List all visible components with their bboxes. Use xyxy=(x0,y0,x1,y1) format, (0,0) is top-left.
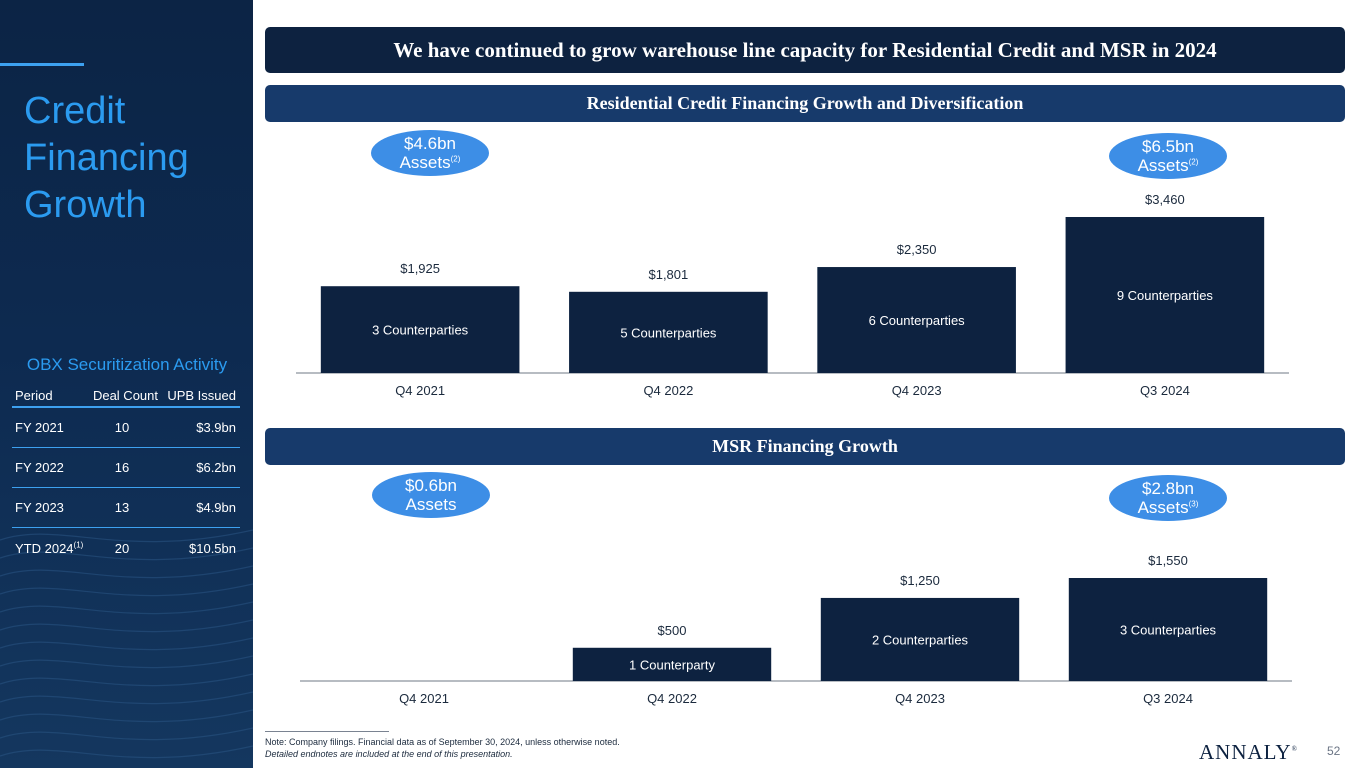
page-number: 52 xyxy=(1327,744,1341,758)
bar xyxy=(1068,578,1268,681)
wave-pattern-decoration xyxy=(0,529,253,759)
msr-start-assets-bubble: $0.6bn Assets xyxy=(372,472,490,518)
x-tick-label: Q3 2024 xyxy=(1140,383,1190,398)
table-row: FY 2021 10 $3.9bn xyxy=(12,408,240,448)
bar-value-label: $1,925 xyxy=(400,261,440,276)
bar-value-label: $2,350 xyxy=(897,242,937,257)
bar xyxy=(820,597,1020,681)
bubble-amount: $2.8bn xyxy=(1142,479,1194,498)
header-upb-issued: UPB Issued xyxy=(167,387,236,403)
x-tick-label: Q4 2023 xyxy=(895,691,945,706)
cell-upb: $4.9bn xyxy=(196,500,236,515)
bar-counterparty-label: 5 Counterparties xyxy=(620,325,717,340)
bar-value-label: $3,460 xyxy=(1145,192,1185,207)
bar xyxy=(1065,217,1265,373)
obx-table-title: OBX Securitization Activity xyxy=(26,355,228,374)
bar-counterparty-label: 9 Counterparties xyxy=(1117,288,1214,303)
residential-section-banner: Residential Credit Financing Growth and … xyxy=(265,85,1345,122)
bubble-label: Assets xyxy=(405,495,457,514)
bubble-amount: $6.5bn xyxy=(1142,137,1194,156)
sidebar: Credit Financing Growth OBX Securitizati… xyxy=(0,0,253,768)
bar-counterparty-label: 1 Counterparty xyxy=(629,657,715,672)
bar-value-label: $1,550 xyxy=(1148,553,1188,568)
page-title-line: Growth xyxy=(24,184,147,226)
cell-upb: $6.2bn xyxy=(196,460,236,475)
accent-line xyxy=(0,63,84,66)
cell-deal-count: 20 xyxy=(114,540,130,556)
x-tick-label: Q4 2022 xyxy=(643,383,693,398)
residential-start-assets-bubble: $4.6bn Assets(2) xyxy=(371,130,489,176)
obx-table-header: Period Deal Count UPB Issued xyxy=(12,384,240,408)
msr-section-banner: MSR Financing Growth xyxy=(265,428,1345,465)
msr-end-assets-bubble: $2.8bn Assets(3) xyxy=(1109,475,1227,521)
page-title-line: Financing xyxy=(24,137,189,179)
table-row: FY 2022 16 $6.2bn xyxy=(12,448,240,488)
bar xyxy=(569,291,768,373)
header-period: Period xyxy=(15,387,53,403)
table-row: FY 2023 13 $4.9bn xyxy=(12,488,240,528)
footnote-divider xyxy=(265,731,389,732)
cell-deal-count: 16 xyxy=(114,460,130,475)
bubble-label: Assets(3) xyxy=(1137,498,1199,517)
residential-end-assets-bubble: $6.5bn Assets(2) xyxy=(1109,133,1227,179)
page-title-line: Credit xyxy=(24,90,126,132)
cell-period: YTD 2024(1) xyxy=(15,540,84,556)
cell-upb: $10.5bn xyxy=(189,540,236,556)
bubble-amount: $0.6bn xyxy=(405,476,457,495)
endnotes-note: Detailed endnotes are included at the en… xyxy=(265,749,513,759)
cell-period: FY 2023 xyxy=(15,500,64,515)
obx-table: Period Deal Count UPB Issued FY 2021 10 … xyxy=(12,384,240,568)
cell-period: FY 2021 xyxy=(15,420,64,435)
cell-upb: $3.9bn xyxy=(196,420,236,435)
page-title: Credit Financing Growth xyxy=(24,88,244,229)
x-tick-label: Q4 2022 xyxy=(647,691,697,706)
bubble-label: Assets(2) xyxy=(1137,156,1199,175)
annaly-logo: ANNALY® xyxy=(1199,740,1298,764)
bubble-amount: $4.6bn xyxy=(404,134,456,153)
headline-banner: We have continued to grow warehouse line… xyxy=(265,27,1345,73)
bar-counterparty-label: 3 Counterparties xyxy=(372,323,469,338)
bar xyxy=(817,267,1016,373)
bar-counterparty-label: 6 Counterparties xyxy=(869,313,966,328)
bar-value-label: $500 xyxy=(658,623,687,638)
bar-value-label: $1,250 xyxy=(900,573,940,588)
table-row: YTD 2024(1) 20 $10.5bn xyxy=(12,528,240,568)
x-tick-label: Q4 2021 xyxy=(395,383,445,398)
footnote: Note: Company filings. Financial data as… xyxy=(265,737,620,747)
cell-period: FY 2022 xyxy=(15,460,64,475)
x-tick-label: Q4 2021 xyxy=(399,691,449,706)
cell-deal-count: 13 xyxy=(114,500,130,515)
bar xyxy=(320,286,520,373)
header-deal-count: Deal Count xyxy=(92,387,158,403)
bar xyxy=(572,647,772,681)
x-tick-label: Q4 2023 xyxy=(892,383,942,398)
bar-counterparty-label: 2 Counterparties xyxy=(872,632,969,647)
bar-value-label: $1,801 xyxy=(648,267,688,282)
bubble-label: Assets(2) xyxy=(399,153,461,172)
x-tick-label: Q3 2024 xyxy=(1143,691,1193,706)
cell-deal-count: 10 xyxy=(114,420,130,435)
bar-counterparty-label: 3 Counterparties xyxy=(1120,623,1217,638)
